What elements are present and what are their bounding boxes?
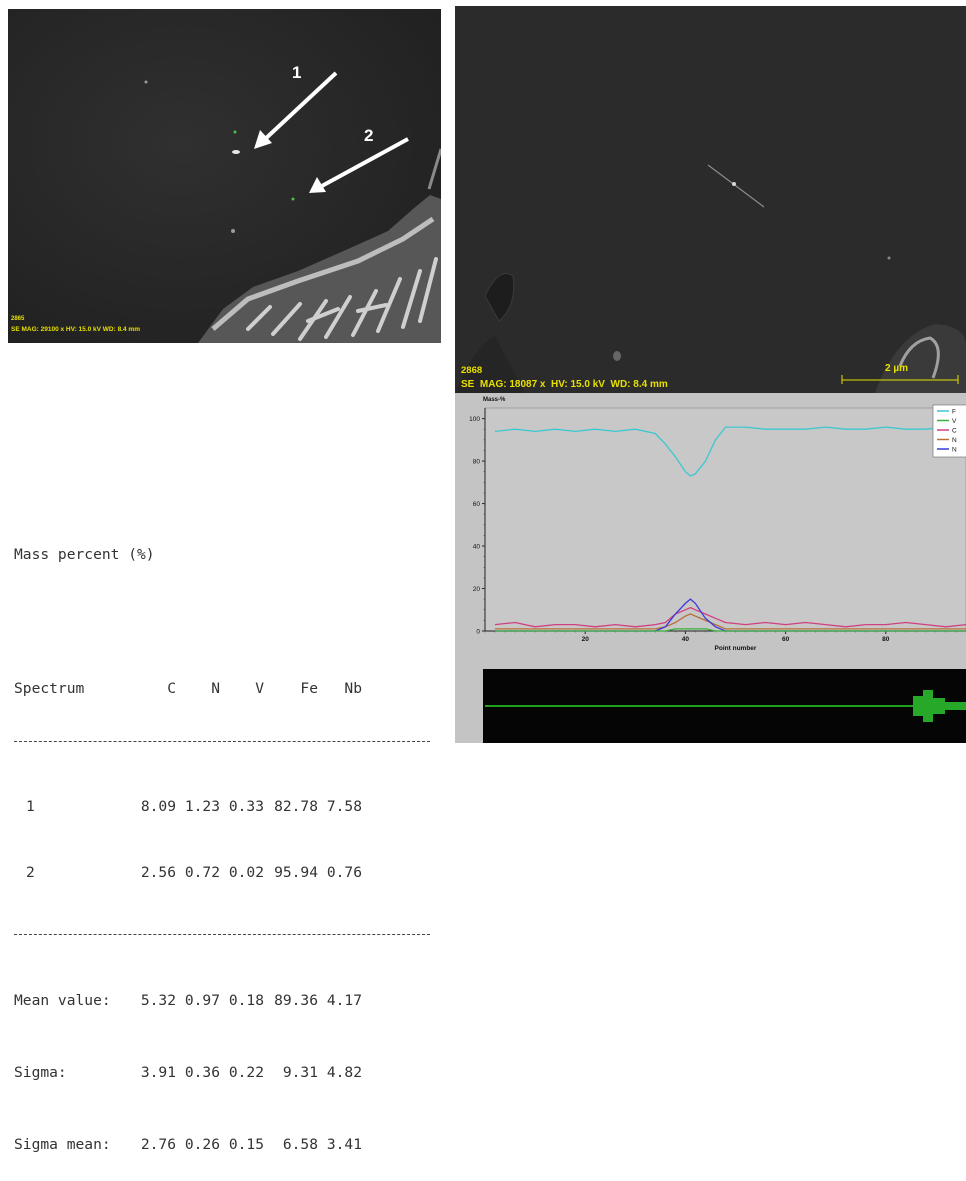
- y-tick-label: 60: [473, 501, 481, 508]
- y-tick-label: 80: [473, 459, 481, 466]
- plot-area: [484, 407, 966, 632]
- x-tick-label: 40: [682, 636, 690, 643]
- x-tick-label: 60: [782, 636, 790, 643]
- y-tick-label: 0: [476, 629, 480, 636]
- header-spectrum: Spectrum: [14, 680, 85, 697]
- stats-row: Sigma: 3.91 0.36 0.22 9.31 4.82: [14, 1064, 362, 1081]
- table-divider: [14, 741, 430, 742]
- legend-label: N: [952, 437, 957, 444]
- arrow-label-1: 1: [292, 63, 302, 82]
- x-tick-label: 80: [882, 636, 890, 643]
- linescan-chart-svg: 1008060402002040608010Mass-%Point number…: [469, 397, 966, 652]
- table-divider: [14, 934, 430, 935]
- sem-image-left-drawing: [8, 9, 441, 343]
- x-axis-title: Point number: [715, 645, 757, 652]
- header-nb: Nb: [344, 680, 362, 697]
- series-line-0: [494, 426, 966, 477]
- series-line-4: [495, 628, 966, 632]
- header-v: V: [255, 680, 264, 697]
- arrow-label-2: 2: [364, 126, 374, 145]
- sem-right-caption: SE MAG: 18087 x HV: 15.0 kV WD: 8.4 mm: [461, 379, 668, 390]
- legend-label: C: [952, 428, 957, 435]
- sem-right-id: 2868: [461, 365, 483, 376]
- linescan-strip-image: [483, 669, 966, 743]
- linescan-strip: [455, 658, 966, 743]
- x-tick-label: 20: [582, 636, 590, 643]
- header-c: C: [167, 680, 176, 697]
- sem-image-right-drawing: [455, 6, 966, 393]
- sem-image-left: 1 2 2865 SE MAG: 29100 x HV: 15.0 kV WD:…: [8, 9, 441, 343]
- series-line-1: [494, 606, 966, 628]
- mass-percent-table: Mass percent (%) Spectrum C N V Fe Nb 1 8.09 1.…: [14, 495, 430, 1181]
- y-tick-label: 100: [469, 416, 480, 423]
- stats-row: Mean value: 5.32 0.97 0.18 89.36 4.17: [14, 992, 362, 1009]
- legend-label: F: [952, 409, 956, 416]
- sem-left-id: 2865: [11, 316, 25, 322]
- header-fe: Fe: [300, 680, 318, 697]
- legend-label: V: [952, 418, 957, 425]
- y-tick-label: 40: [473, 544, 481, 551]
- legend-label: N: [952, 447, 957, 454]
- sem-left-caption: SE MAG: 29100 x HV: 15.0 kV WD: 8.4 mm: [11, 326, 140, 333]
- table-title: Mass percent (%): [14, 546, 155, 563]
- linescan-chart: 1008060402002040608010Mass-%Point number…: [455, 393, 966, 658]
- table-header-row: Spectrum C N V Fe Nb: [14, 677, 430, 701]
- header-n: N: [211, 680, 220, 697]
- stats-row: Sigma mean: 2.76 0.26 0.15 6.58 3.41: [14, 1136, 362, 1153]
- sem-image-right: 2 µm 2868 SE MAG: 18087 x HV: 15.0 kV WD…: [455, 6, 966, 393]
- scale-bar-label: 2 µm: [885, 363, 908, 374]
- y-tick-label: 20: [473, 586, 481, 593]
- table-row: 2 2.56 0.72 0.02 95.94 0.76: [26, 864, 362, 881]
- y-axis-title: Mass-%: [483, 397, 506, 403]
- table-row: 1 8.09 1.23 0.33 82.78 7.58: [26, 798, 362, 815]
